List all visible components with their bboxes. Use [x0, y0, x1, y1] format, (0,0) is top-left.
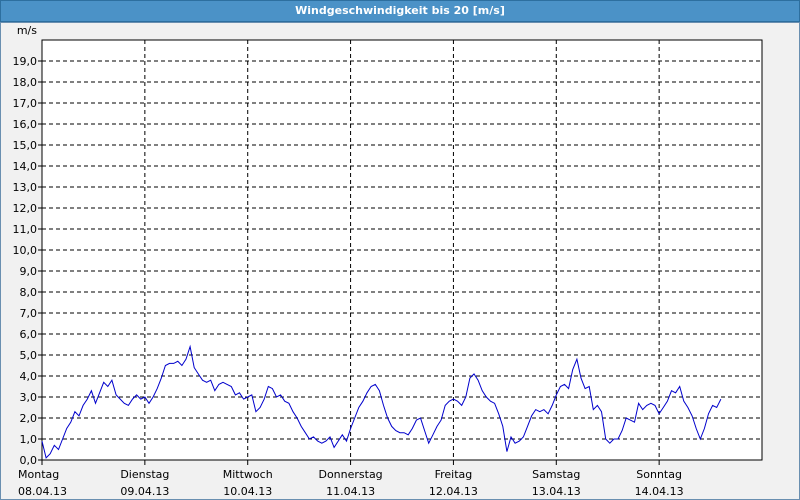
- y-tick-label: 4,0: [20, 370, 38, 383]
- window-titlebar: Windgeschwindigkeit bis 20 [m/s]: [0, 0, 800, 22]
- x-tick-day-label: Samstag: [532, 468, 580, 481]
- y-tick-label: 0,0: [20, 454, 38, 467]
- y-tick-label: 14,0: [13, 160, 38, 173]
- wind-speed-line: [41, 344, 722, 459]
- x-tick-date-label: 13.04.13: [532, 485, 581, 498]
- y-tick-label: 11,0: [13, 223, 38, 236]
- y-tick-label: 13,0: [13, 181, 38, 194]
- y-tick-label: 2,0: [20, 412, 38, 425]
- y-tick-label: 3,0: [20, 391, 38, 404]
- y-tick-label: 5,0: [20, 349, 38, 362]
- y-tick-label: 15,0: [13, 139, 38, 152]
- x-tick-day-label: Dienstag: [120, 468, 169, 481]
- x-tick-day-label: Sonntag: [636, 468, 682, 481]
- y-tick-label: 9,0: [20, 265, 38, 278]
- y-tick-label: 10,0: [13, 244, 38, 257]
- x-tick-day-label: Mittwoch: [223, 468, 273, 481]
- y-tick-label: 18,0: [13, 76, 38, 89]
- x-tick-date-label: 09.04.13: [120, 485, 169, 498]
- x-tick-date-label: 08.04.13: [18, 485, 67, 498]
- y-tick-label: 8,0: [20, 286, 38, 299]
- y-tick-label: 7,0: [20, 307, 38, 320]
- x-tick-date-label: 11.04.13: [326, 485, 375, 498]
- y-tick-label: 6,0: [20, 328, 38, 341]
- x-tick-date-label: 10.04.13: [223, 485, 272, 498]
- y-tick-label: 16,0: [13, 118, 38, 131]
- y-tick-label: 12,0: [13, 202, 38, 215]
- x-tick-day-label: Freitag: [435, 468, 473, 481]
- y-tick-label: 17,0: [13, 97, 38, 110]
- y-tick-label: 1,0: [20, 433, 38, 446]
- x-tick-date-label: 12.04.13: [429, 485, 478, 498]
- x-tick-day-label: Montag: [18, 468, 59, 481]
- chart-title: Windgeschwindigkeit bis 20 [m/s]: [295, 4, 505, 17]
- x-tick-date-label: 14.04.13: [635, 485, 684, 498]
- x-tick-day-label: Donnerstag: [318, 468, 382, 481]
- y-axis-label: m/s: [17, 24, 37, 37]
- y-tick-label: 19,0: [13, 55, 38, 68]
